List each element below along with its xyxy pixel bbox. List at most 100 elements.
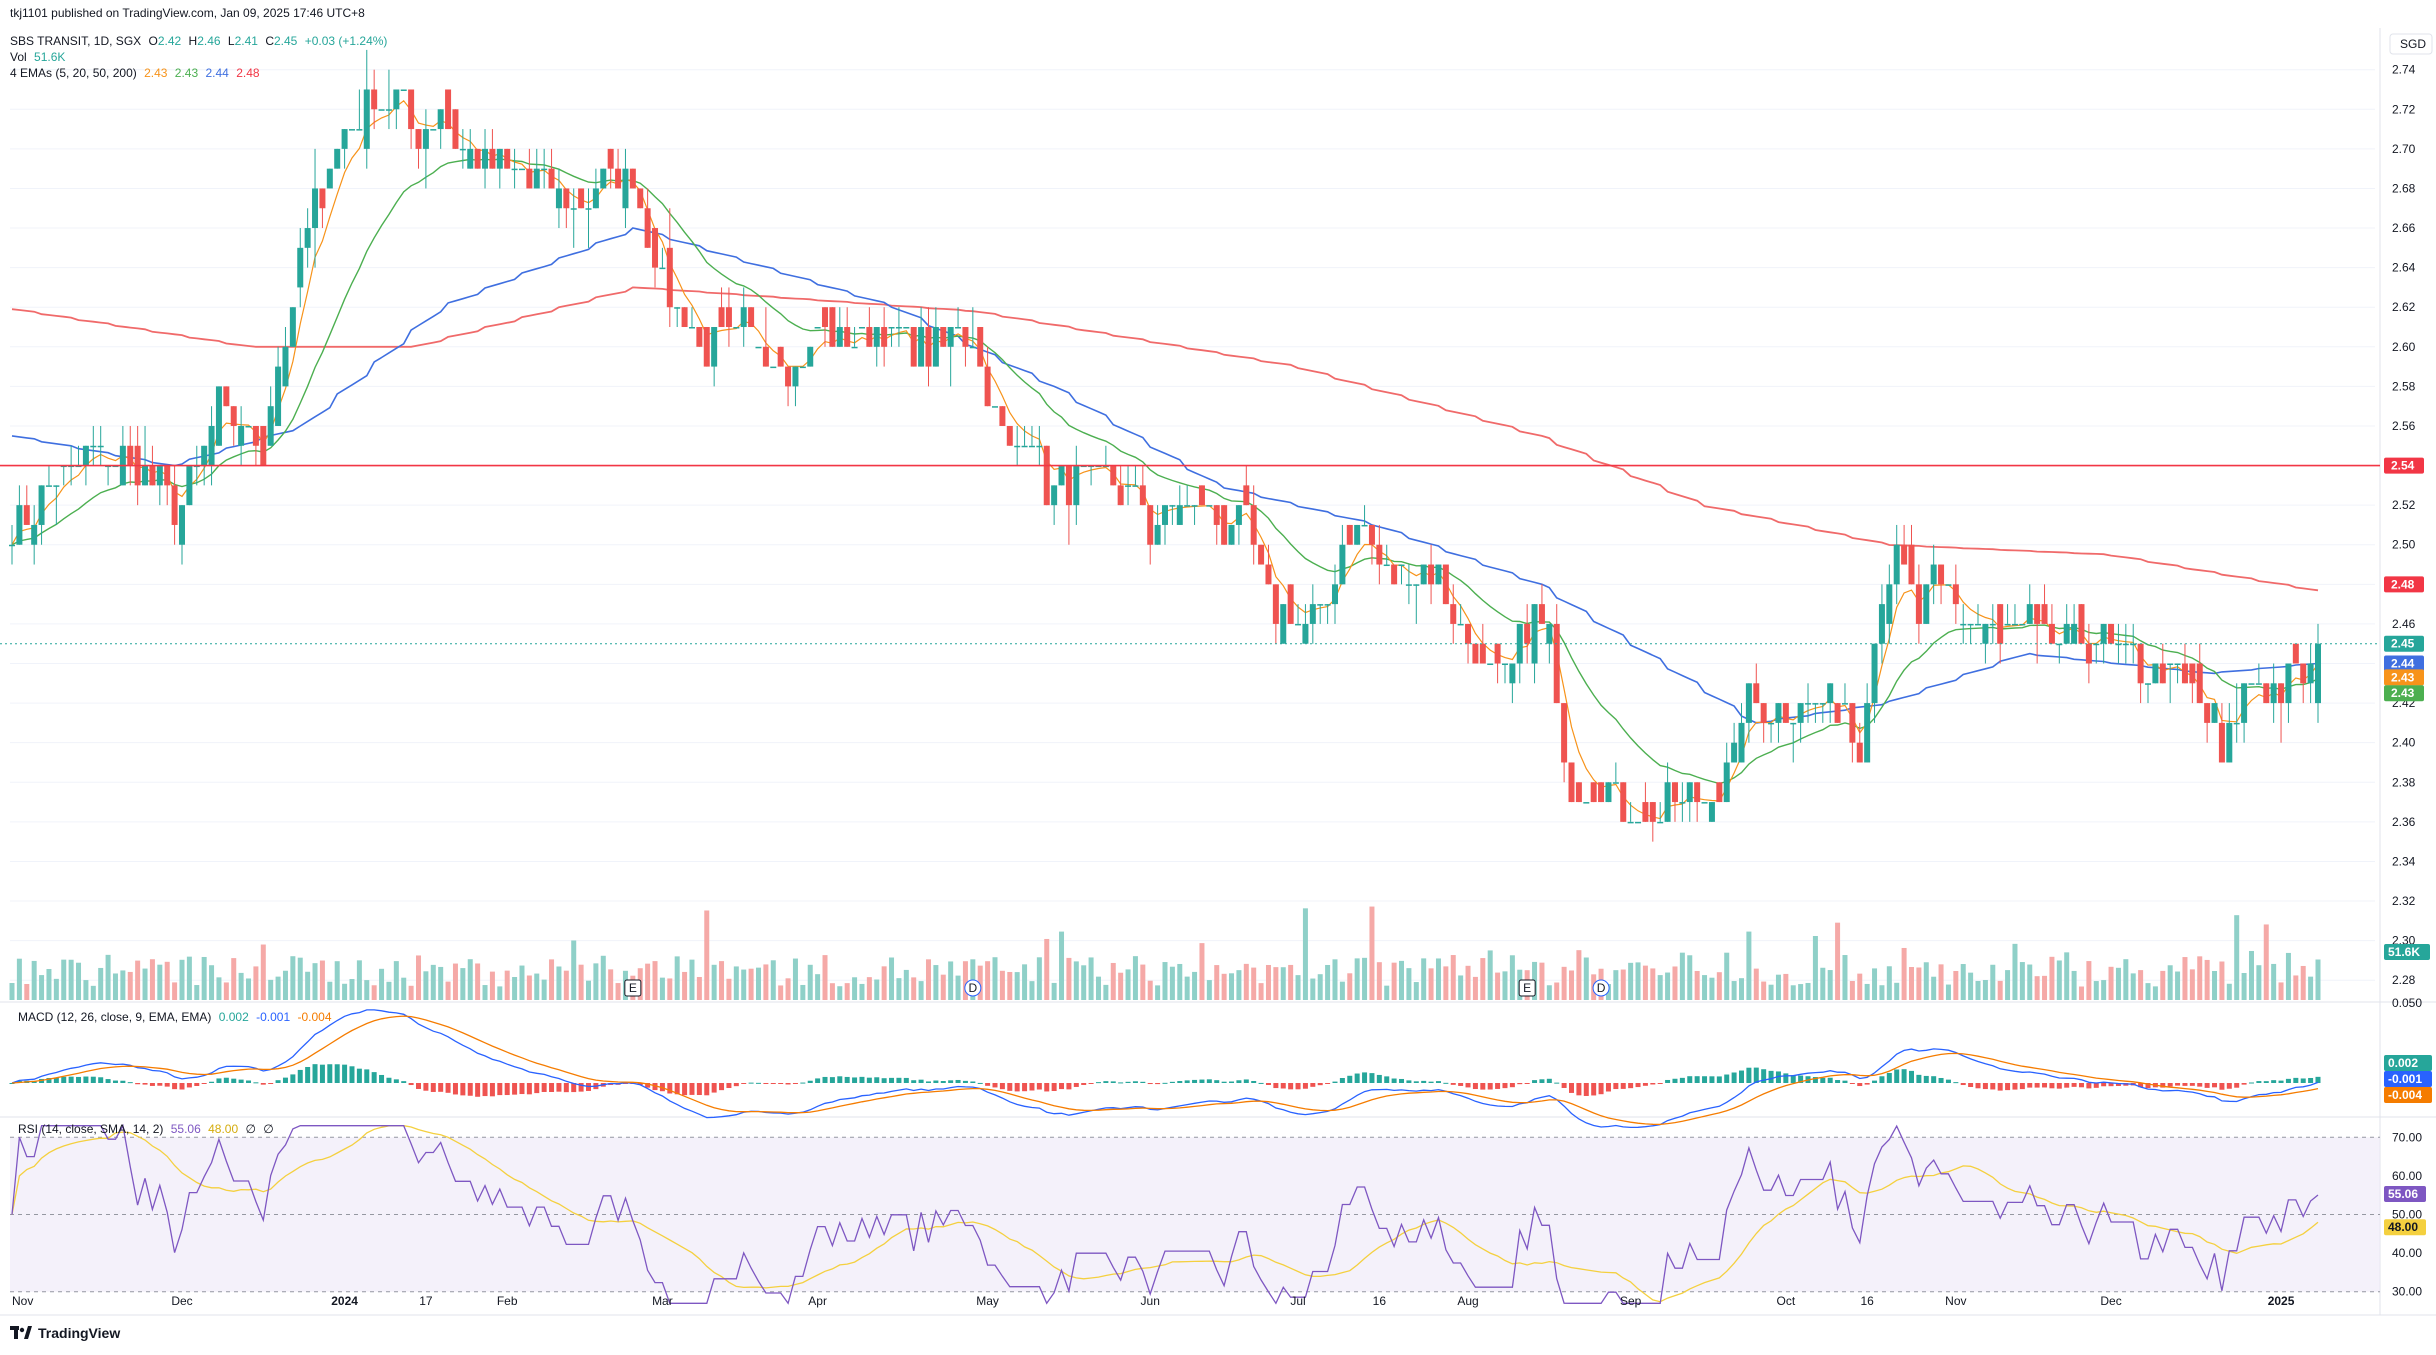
volume-bar bbox=[112, 973, 118, 1000]
candle bbox=[215, 386, 222, 446]
h-label: H bbox=[188, 34, 198, 48]
macd-histogram-bar bbox=[1886, 1072, 1892, 1083]
candle-body bbox=[2248, 683, 2255, 685]
dividend-badge bbox=[1592, 979, 1610, 997]
candle bbox=[999, 406, 1006, 426]
candle bbox=[1708, 802, 1715, 822]
candle bbox=[1428, 544, 1435, 605]
macd-histogram-bar bbox=[1339, 1078, 1345, 1083]
candle-body bbox=[1324, 604, 1331, 606]
macd-histogram-bar bbox=[1731, 1072, 1737, 1083]
volume-bar bbox=[371, 985, 377, 1000]
candle-body bbox=[1760, 703, 1767, 723]
candle-body bbox=[637, 188, 644, 209]
candle bbox=[2041, 584, 2048, 624]
macd-histogram-bar bbox=[438, 1083, 444, 1092]
time-tick-label: Mar bbox=[652, 1294, 673, 1308]
candle bbox=[1575, 782, 1582, 803]
candle bbox=[748, 307, 755, 328]
macd-histogram-bar bbox=[1835, 1080, 1841, 1083]
candle bbox=[1139, 465, 1146, 506]
candle-body bbox=[962, 327, 969, 347]
macd-histogram-bar bbox=[829, 1077, 835, 1083]
vol-label[interactable]: Vol bbox=[10, 50, 27, 64]
candle bbox=[2248, 683, 2255, 685]
macd-histogram-bar bbox=[778, 1083, 784, 1084]
candle bbox=[1975, 604, 1982, 626]
price-tag-label: 2.45 bbox=[2391, 637, 2415, 651]
candle bbox=[533, 148, 540, 189]
volume-bar bbox=[792, 958, 798, 1000]
macd-label[interactable]: MACD (12, 26, close, 9, EMA, EMA) bbox=[18, 1010, 212, 1024]
macd-histogram-bar bbox=[497, 1083, 503, 1096]
candle-body bbox=[452, 109, 459, 149]
candle bbox=[2278, 683, 2285, 743]
macd-histogram-bar bbox=[999, 1083, 1005, 1090]
macd-histogram-bar bbox=[866, 1077, 872, 1083]
macd-histogram-bar bbox=[903, 1077, 909, 1083]
macd-histogram-bar bbox=[1376, 1074, 1382, 1083]
macd-histogram-bar bbox=[2285, 1078, 2291, 1083]
volume-bar bbox=[1302, 908, 1308, 1000]
footer-brand: TradingView bbox=[10, 1325, 120, 1341]
macd-histogram-bar bbox=[985, 1083, 991, 1086]
candle-body bbox=[1620, 782, 1627, 822]
candle-body bbox=[1797, 703, 1804, 723]
price-tick-label: 2.36 bbox=[2392, 815, 2416, 829]
candle bbox=[2292, 643, 2299, 664]
candle bbox=[659, 247, 666, 270]
candle bbox=[2011, 604, 2018, 626]
candle-body bbox=[947, 327, 954, 347]
volume-bar bbox=[504, 970, 510, 1000]
candle bbox=[674, 307, 681, 328]
volume-bar bbox=[2005, 970, 2011, 1000]
candle bbox=[1235, 505, 1242, 545]
symbol-label[interactable]: SBS TRANSIT, 1D, SGX bbox=[10, 34, 142, 48]
time-tick-label: 17 bbox=[419, 1294, 433, 1308]
volume-bar bbox=[770, 960, 776, 1000]
macd-histogram-bar bbox=[578, 1083, 584, 1092]
volume-bar bbox=[497, 986, 503, 1000]
candle bbox=[504, 148, 511, 169]
candle bbox=[9, 524, 15, 565]
candle bbox=[1938, 564, 1945, 605]
candle bbox=[600, 168, 607, 189]
rsi-tag-box bbox=[2384, 1185, 2426, 1202]
macd-tick-label: 0.050 bbox=[2392, 996, 2422, 1010]
candle-body bbox=[496, 148, 503, 169]
macd-histogram-bar bbox=[223, 1077, 229, 1083]
volume-bar bbox=[1694, 970, 1700, 1000]
volume-bar bbox=[1687, 955, 1693, 1000]
macd-histogram-bar bbox=[1724, 1074, 1730, 1083]
volume-bar bbox=[186, 956, 192, 1000]
rsi-line bbox=[11, 1123, 2319, 1305]
candle bbox=[1657, 802, 1664, 824]
candle bbox=[711, 327, 718, 387]
macd-histogram-bar bbox=[1798, 1075, 1804, 1083]
candle-body bbox=[822, 307, 829, 328]
candle bbox=[925, 307, 932, 387]
candle-body bbox=[2071, 623, 2078, 644]
volume-bar bbox=[534, 973, 540, 1000]
candle-body bbox=[1117, 485, 1124, 506]
candle bbox=[1856, 722, 1863, 763]
macd-tag-label: 0.002 bbox=[2388, 1056, 2418, 1070]
price-tag-label: 2.54 bbox=[2391, 459, 2415, 473]
vol-value: 51.6K bbox=[34, 50, 66, 64]
macd-histogram-bar bbox=[1709, 1076, 1715, 1083]
ema-label[interactable]: 4 EMAs (5, 20, 50, 200) bbox=[10, 66, 137, 80]
o-value: 2.42 bbox=[157, 34, 182, 48]
candle bbox=[563, 188, 570, 229]
rsi-label[interactable]: RSI (14, close, SMA, 14, 2) bbox=[18, 1122, 164, 1136]
macd-histogram-bar bbox=[1435, 1081, 1441, 1083]
volume-bar bbox=[2226, 983, 2232, 1000]
volume-bar bbox=[142, 968, 148, 1000]
candle bbox=[1117, 465, 1124, 506]
macd-histogram-bar bbox=[379, 1074, 385, 1083]
macd-histogram-bar bbox=[792, 1083, 798, 1084]
candle-body bbox=[1849, 703, 1856, 743]
candle-body bbox=[230, 406, 237, 426]
candle bbox=[844, 307, 851, 347]
price-tick-label: 2.58 bbox=[2392, 379, 2416, 393]
